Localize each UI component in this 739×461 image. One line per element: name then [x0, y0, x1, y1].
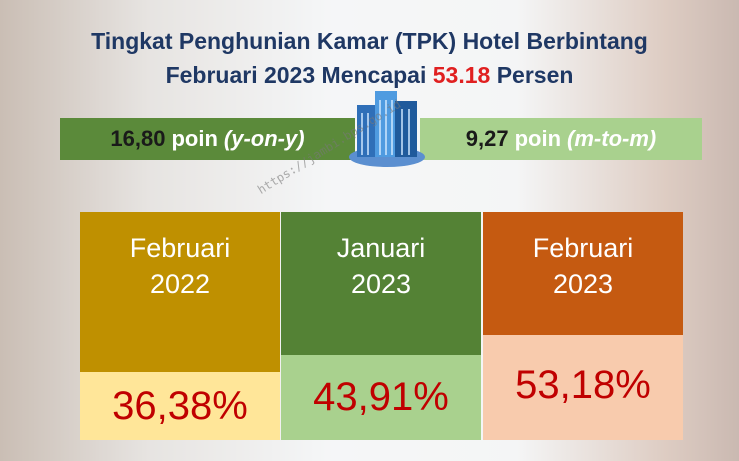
change-value: 16,80	[110, 126, 166, 151]
panel-value-box: 43,91%	[281, 355, 481, 440]
panel-value: 43,91%	[313, 375, 449, 419]
panel-month: Februari	[532, 233, 634, 263]
panel-label: Februari 2022	[80, 230, 280, 302]
panel: Februari 2022 36,38%	[80, 212, 280, 440]
panel-label: Januari 2023	[281, 230, 481, 302]
change-period: (y-on-y)	[223, 126, 305, 151]
title-line2: Februari 2023 Mencapai 53.18 Persen	[0, 62, 739, 89]
panel-value-box: 36,38%	[80, 372, 280, 440]
panel-label: Februari 2023	[483, 230, 683, 302]
panel-month: Januari	[336, 233, 426, 263]
title-line1: Tingkat Penghunian Kamar (TPK) Hotel Ber…	[91, 28, 648, 54]
panel: Januari 2023 43,91%	[281, 212, 481, 440]
panel: Februari 2023 53,18%	[483, 212, 683, 440]
panel-month: Februari	[129, 233, 231, 263]
title-text: Februari 2023 Mencapai	[165, 62, 427, 88]
change-unit: poin	[514, 126, 562, 151]
change-period: (m-to-m)	[567, 126, 657, 151]
change-unit: poin	[171, 126, 218, 151]
panel-year: 2023	[350, 269, 412, 299]
panel-value: 36,38%	[112, 384, 248, 428]
yoy-bar: 16,80 poin (y-on-y)	[60, 118, 355, 160]
mtm-bar: 9,27 poin (m-to-m)	[420, 118, 702, 160]
panel-value-box: 53,18%	[483, 335, 683, 440]
building-icon	[349, 91, 425, 167]
panel-year: 2023	[552, 269, 614, 299]
title-highlight: 53.18	[432, 62, 491, 88]
title-text: Persen	[496, 62, 574, 88]
change-value: 9,27	[465, 126, 509, 151]
panel-value: 53,18%	[515, 363, 651, 407]
panel-year: 2022	[149, 269, 211, 299]
